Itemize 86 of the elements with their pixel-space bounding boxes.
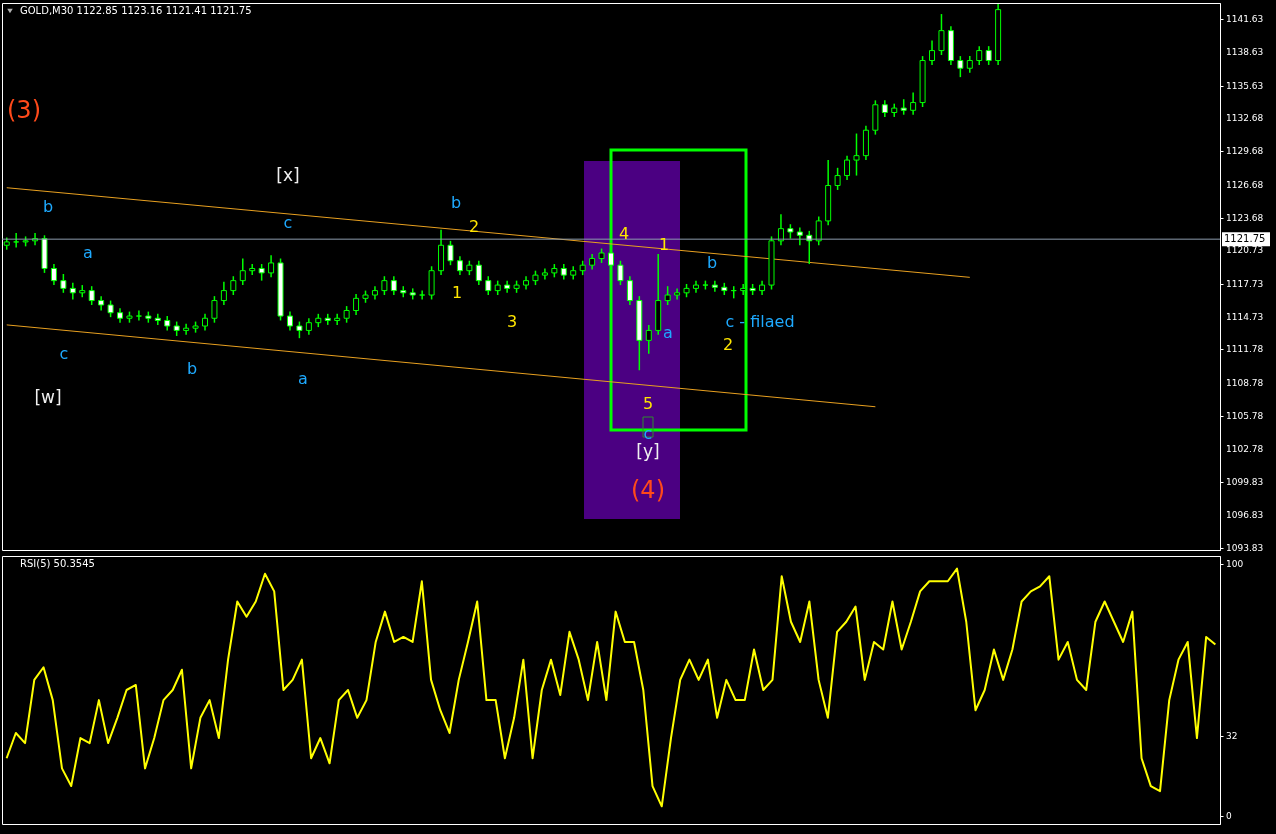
- annotation: 5: [642, 394, 654, 413]
- candlestick: [390, 275, 397, 296]
- annotation: c: [59, 344, 69, 363]
- y-tick-label: 1123.68: [1226, 212, 1264, 223]
- y-tick-label: 1132.68: [1226, 113, 1264, 124]
- annotation: 2: [468, 217, 480, 236]
- y-tick-label: 100: [1226, 558, 1244, 569]
- candlestick: [50, 263, 57, 286]
- y-tick-label: 1114.73: [1226, 311, 1264, 322]
- candlestick: [60, 273, 67, 294]
- candlestick: [268, 254, 275, 279]
- ref-line-label: 1121.75: [1224, 233, 1266, 245]
- candlestick: [286, 310, 293, 332]
- annotation: b: [42, 197, 54, 216]
- candlestick: [938, 13, 945, 56]
- annotation: c - filaed: [725, 312, 795, 331]
- candlestick: [183, 323, 190, 336]
- candlestick: [834, 167, 841, 191]
- annotation: a: [663, 323, 673, 342]
- y-tick-label: 1129.68: [1226, 146, 1264, 157]
- candlestick: [485, 275, 492, 296]
- candlestick: [88, 285, 95, 306]
- candlestick: [230, 275, 237, 296]
- candlestick: [135, 309, 142, 322]
- candlestick: [844, 154, 851, 181]
- chart-title: GOLD,M30 1122.85 1123.16 1121.41 1121.75: [20, 5, 252, 16]
- annotation: (4): [631, 476, 665, 504]
- y-tick-label: 1105.78: [1226, 410, 1264, 421]
- annotation: 1: [451, 283, 463, 302]
- y-tick-label: 1096.83: [1226, 509, 1264, 520]
- y-tick-label: 1099.83: [1226, 476, 1264, 487]
- annotation: [x]: [276, 165, 300, 185]
- candlestick: [13, 232, 20, 249]
- candlestick: [353, 293, 360, 316]
- candlestick: [617, 259, 624, 286]
- candlestick: [249, 263, 256, 276]
- candlestick: [815, 215, 822, 246]
- annotation: 1: [658, 235, 670, 254]
- candlestick: [853, 132, 860, 177]
- y-tick-label: 0: [1226, 811, 1232, 822]
- candlestick: [154, 313, 161, 326]
- annotation: a: [298, 369, 308, 388]
- annotation: [w]: [34, 387, 62, 407]
- candlestick: [211, 295, 218, 324]
- annotation: b: [186, 359, 198, 378]
- y-tick-label: 1117.73: [1226, 278, 1264, 289]
- candlestick: [220, 281, 227, 306]
- y-tick-label: 1108.78: [1226, 377, 1264, 388]
- annotation: b: [450, 193, 462, 212]
- y-tick-label: 1093.83: [1226, 543, 1264, 554]
- candlestick: [447, 240, 454, 266]
- y-tick-label: 1138.63: [1226, 47, 1264, 58]
- candlestick: [475, 259, 482, 286]
- y-tick-label: 1126.68: [1226, 179, 1264, 190]
- y-tick-label: 1141.63: [1226, 14, 1264, 25]
- candlestick: [929, 39, 936, 66]
- candlestick: [626, 275, 633, 306]
- y-tick-label: 1111.78: [1226, 344, 1264, 355]
- candlestick: [985, 45, 992, 66]
- annotation: 2: [722, 335, 734, 354]
- annotation: 3: [506, 312, 518, 331]
- candlestick: [777, 213, 784, 246]
- candlestick: [976, 45, 983, 66]
- candlestick: [740, 283, 747, 296]
- line-series: [5, 567, 1217, 808]
- y-tick-label: 1102.78: [1226, 444, 1264, 455]
- annotation: b: [706, 253, 718, 272]
- annotation: (3): [7, 96, 41, 124]
- annotation: c: [283, 213, 293, 232]
- candlestick: [456, 255, 463, 276]
- candlestick: [381, 275, 388, 296]
- candlestick: [239, 257, 246, 286]
- annotation: [y]: [636, 441, 660, 461]
- annotation: 4: [618, 224, 630, 243]
- y-tick-label: 1120.73: [1226, 245, 1264, 256]
- candlestick: [957, 55, 964, 78]
- chart-title: RSI(5) 50.3545: [20, 558, 95, 569]
- y-tick-label: 32: [1226, 730, 1238, 741]
- y-tick-label: 1135.63: [1226, 80, 1264, 91]
- candlestick: [419, 289, 426, 301]
- candlestick: [334, 313, 341, 326]
- candlestick: [910, 91, 917, 116]
- candlestick: [645, 324, 652, 355]
- annotation: a: [83, 243, 93, 262]
- candlestick: [664, 285, 671, 306]
- candlestick: [541, 267, 548, 281]
